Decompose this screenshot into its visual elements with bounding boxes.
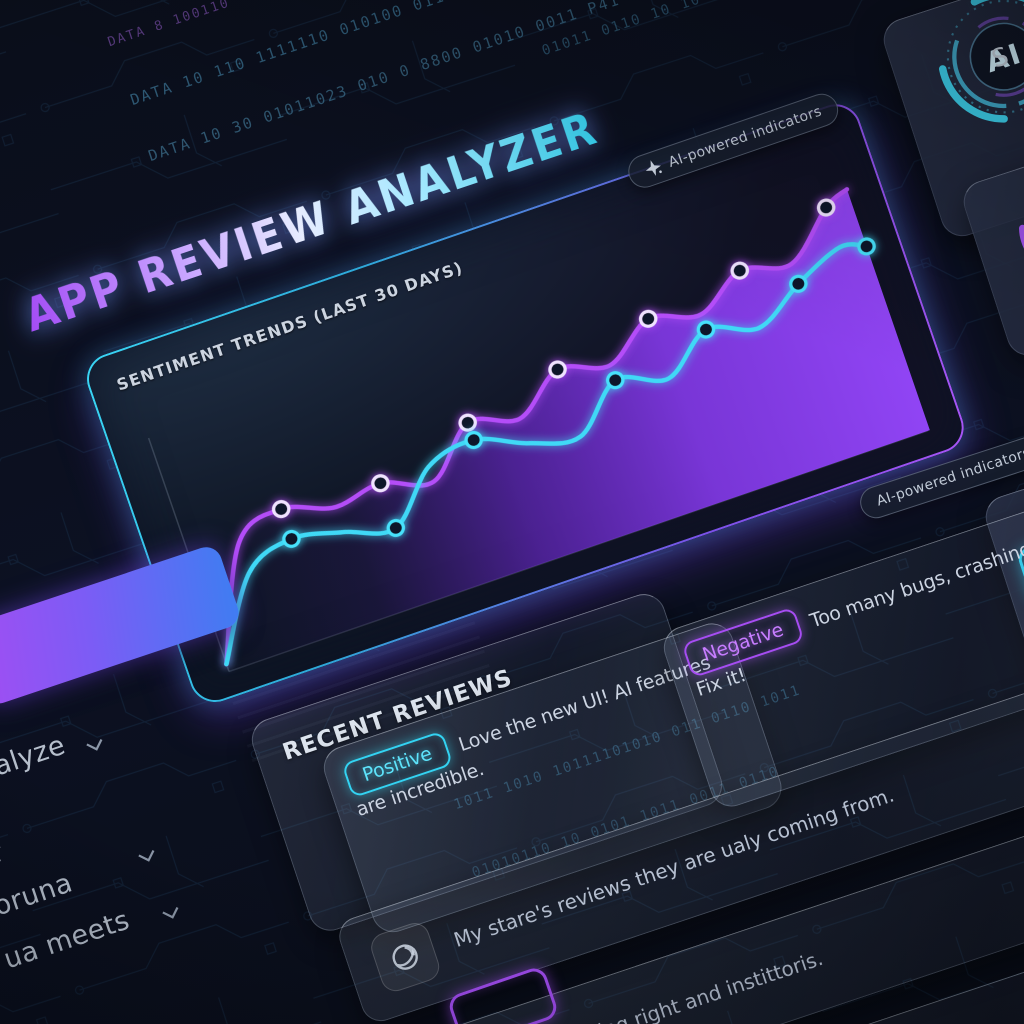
sparkle-icon: [645, 160, 662, 176]
globe-icon: [367, 919, 444, 996]
purple-gauge: [1018, 179, 1024, 275]
ai-gauge: AI: [937, 0, 1024, 123]
